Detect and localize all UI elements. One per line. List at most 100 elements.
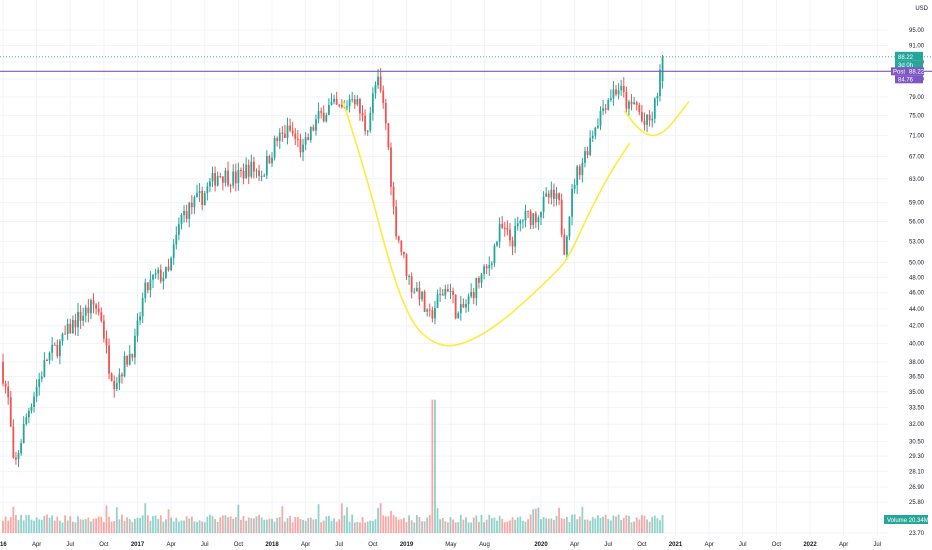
volume-bar [108,516,110,533]
volume-bar [79,519,82,533]
volume-bar [260,517,263,533]
time-tick-label: 16 [0,542,7,548]
candle-body [250,161,253,177]
volume-bar [478,521,480,533]
candle-body [374,85,377,94]
volume-bar [64,515,66,533]
volume-bar [152,516,154,533]
volume-bar [289,515,292,533]
candle-body [258,170,260,177]
candle-body [581,162,584,176]
volume-bar [343,515,346,533]
candle-body [480,273,483,283]
volume-bar [219,517,222,533]
candle-body [162,277,165,282]
candle-body [25,417,28,425]
candle-body [296,138,299,140]
volume-bar [651,516,654,533]
candle-body [53,344,56,346]
time-tick-label: Oct [234,542,244,548]
candle-body [136,320,139,336]
countdown-text: 3d 0h [898,63,913,69]
price-tick-label: 28.10 [909,469,925,475]
volume-bar [69,516,72,533]
post-sub-text: 84.76 [898,77,914,83]
volume-bar [604,514,607,533]
volume-bar [74,522,77,533]
candle-body [428,309,431,311]
volume-bar [524,521,527,533]
volume-bar [136,517,139,533]
candle-body [545,193,548,197]
volume-bar [346,507,348,533]
candle-body [537,217,540,223]
volume-tag [884,515,928,524]
volume-bar [594,518,597,533]
volume-bar [410,520,413,533]
price-tick-label: 56.00 [909,219,925,225]
volume-bar [58,520,61,533]
post-price-text: 88.22 [909,69,925,75]
volume-bar [521,520,524,533]
volume-bar [532,509,535,533]
candle-body [4,383,7,387]
price-tick-label: 50.00 [909,261,925,267]
time-tick-label: 2018 [265,542,279,548]
time-axis[interactable]: 16 Apr Jul Oct 2017 Apr Jul Oct 2018 Apr Jul Oct 201… [0,542,881,548]
volume-bar [92,518,95,533]
candle-body [656,96,659,99]
price-tick-label: 32.00 [909,422,925,428]
volume-bar [470,522,473,533]
volume-bar [480,515,483,533]
volume-bar [571,514,573,533]
candle-body [553,189,555,199]
price-tick-label: 95.00 [909,28,925,34]
volume-bar [426,517,429,533]
volume-bar [66,520,69,533]
volume-bar [115,507,118,533]
candle-body [196,193,198,198]
time-tick-label: Apr [301,542,310,548]
volume-bar [643,515,646,533]
candle-body [123,355,126,377]
volume-bar [291,522,294,533]
volume-bar [498,515,501,533]
candle-body [423,291,426,312]
candle-body [12,426,15,458]
candle-body [584,151,586,163]
candle-body [69,323,72,334]
candle-body [599,111,602,126]
candle-body [118,374,121,384]
candle-body [315,119,317,131]
price-axis[interactable]: USD 95.0091.0087.0083.0079.0075.0071.006… [909,6,929,537]
candle-body [586,151,589,155]
volume-bar [529,514,532,533]
candle-body [325,115,328,122]
candle-body [51,344,54,353]
candle-body [40,376,43,380]
post-label-tag [891,67,908,76]
volume-bar [441,518,444,533]
volume-bar [630,522,633,533]
volume-bar [459,514,462,533]
volume-bar [61,522,64,533]
volume-bar [609,520,612,533]
price-tick-label: 53.00 [909,239,925,245]
candle-body [514,226,517,247]
volume-bar [30,519,33,533]
time-tick-label: Jul [739,542,747,548]
price-tick-label: 67.00 [909,155,925,161]
volume-bar [395,516,398,533]
candle-body [77,311,79,328]
volume-bar [315,519,317,533]
volume-bar [356,522,359,533]
candle-body [183,210,185,216]
candle-body [638,105,641,113]
volume-bar [7,520,10,533]
grid-lines [0,0,888,536]
volume-bar [296,517,299,533]
volume-bar [506,521,509,533]
volume-bar [555,515,558,533]
time-tick-label: Apr [32,542,41,548]
